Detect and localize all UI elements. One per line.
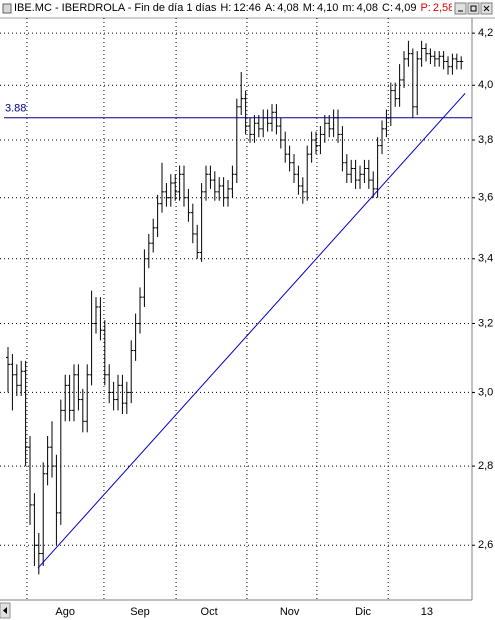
info-label: m: [342,2,355,14]
info-value: 2,58 [432,2,452,14]
y-tick-label: 2,8 [478,460,493,472]
y-tick-label: 4,2 [478,27,493,39]
close-glyph [483,5,490,12]
info-label: M: [302,2,315,14]
x-tick-label: Ago [55,606,75,618]
y-tick-label: 3,0 [478,386,493,398]
horizontal-line-label: 3.88 [5,103,26,115]
chart-title: IBE.MC - IBERDROLA - Fin de día 1 días [14,2,217,14]
y-tick-label: 3,4 [478,253,493,265]
info-value: 12:46 [233,2,261,14]
info-label: C: [382,2,394,14]
window-buttons [454,2,493,15]
maximize-button[interactable] [467,2,480,15]
info-value: 4,08 [277,2,299,14]
x-tick-label: Nov [280,606,300,618]
y-tick-label: 3,8 [478,134,493,146]
info-value: 4,10 [316,2,339,14]
x-tick-label: Sep [130,606,150,618]
minimize-button[interactable] [454,2,467,15]
info-label: A: [264,2,276,14]
y-tick-label: 3,2 [478,317,493,329]
info-value: 4,08 [356,2,379,14]
y-tick-label: 2,6 [478,539,493,551]
x-tick-label: 13 [421,606,433,618]
info-label: H: [220,2,232,14]
header: IBE.MC - IBERDROLA - Fin de día 1 días H:… [0,0,452,17]
y-tick-label: 4,0 [478,79,493,91]
maximize-glyph [470,5,477,12]
window-icon[interactable] [2,3,12,14]
y-tick-label: 3,6 [478,192,493,204]
scroll-left-arrow [3,607,7,614]
x-tick-label: Oct [201,606,218,618]
price-bars [6,40,464,575]
info-label: P: [420,2,431,14]
info-value: 4,09 [395,2,417,14]
trend-line [37,92,466,569]
x-tick-label: Dic [355,606,371,618]
